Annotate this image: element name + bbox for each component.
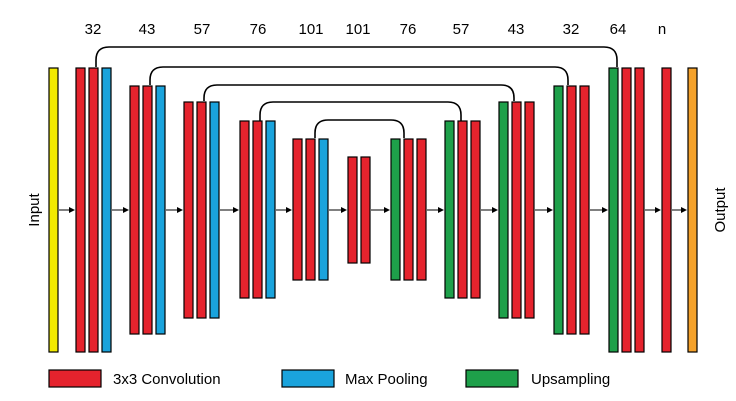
skip-connection-3 <box>203 84 515 101</box>
conv-layer <box>347 156 358 264</box>
encoder-block-4 <box>239 120 276 299</box>
channel-label-3: 57 <box>194 21 211 38</box>
encoder-block-1 <box>75 67 112 353</box>
pool-layer <box>318 138 329 281</box>
pool-layer <box>265 120 276 299</box>
conv-layer <box>129 85 140 335</box>
conv-layer <box>142 85 153 335</box>
decoder-block-5 <box>390 138 427 281</box>
encoder-block-2 <box>129 85 166 335</box>
skip-connections <box>95 46 618 138</box>
upsample-layer <box>498 101 509 319</box>
channel-label-2: 43 <box>139 21 156 38</box>
conv-layer <box>183 101 194 319</box>
decoder-block-2 <box>553 85 590 335</box>
upsample-layer <box>390 138 401 281</box>
channel-labels: 32 43 57 76 101 101 76 57 43 32 64 n <box>85 21 667 38</box>
upsample-layer <box>608 67 619 353</box>
skip-connection-4 <box>259 101 462 121</box>
conv-layer <box>566 85 577 335</box>
legend-label-conv: 3x3 Convolution <box>113 371 221 388</box>
conv-layer <box>239 120 250 299</box>
input-label: Input <box>26 192 43 226</box>
pool-layer <box>155 85 166 335</box>
conv-layer <box>621 67 632 353</box>
channel-label-12: n <box>658 21 666 38</box>
legend-label-upsample: Upsampling <box>531 371 610 388</box>
conv-layer <box>416 138 427 281</box>
channel-label-8: 57 <box>453 21 470 38</box>
input-bar <box>48 67 59 353</box>
channel-label-1: 32 <box>85 21 102 38</box>
channel-label-7: 76 <box>400 21 417 38</box>
conv-layer <box>511 101 522 319</box>
legend-swatch-conv <box>48 369 102 388</box>
conv-layer <box>88 67 99 353</box>
conv-layer <box>403 138 414 281</box>
channel-label-11: 64 <box>610 21 627 38</box>
encoder-block-5 <box>292 138 329 281</box>
channel-label-5: 101 <box>298 21 323 38</box>
conv-layer <box>75 67 86 353</box>
pool-layer <box>101 67 112 353</box>
legend: 3x3 Convolution Max Pooling Upsampling <box>48 369 610 388</box>
conv-layer <box>360 156 371 264</box>
conv-layer <box>634 67 645 353</box>
conv-layer <box>457 120 468 299</box>
upsample-layer <box>553 85 564 335</box>
channel-label-9: 43 <box>508 21 525 38</box>
channel-label-10: 32 <box>563 21 580 38</box>
legend-swatch-pool <box>281 369 335 388</box>
output-bar <box>687 67 698 353</box>
upsample-layer <box>444 120 455 299</box>
output-label: Output <box>712 187 729 233</box>
conv-layer <box>579 85 590 335</box>
conv-layer <box>292 138 303 281</box>
legend-swatch-upsample <box>465 369 519 388</box>
channel-label-4: 76 <box>250 21 267 38</box>
decoder-block-4 <box>444 120 481 299</box>
decoder-block-3 <box>498 101 535 319</box>
skip-connection-1 <box>95 46 618 67</box>
pool-layer <box>209 101 220 319</box>
conv-layer <box>524 101 535 319</box>
legend-label-pool: Max Pooling <box>345 371 428 388</box>
conv-layer <box>470 120 481 299</box>
decoder-block-1 <box>608 67 645 353</box>
conv-layer <box>252 120 263 299</box>
conv-layer <box>305 138 316 281</box>
bottleneck-block <box>347 156 371 264</box>
channel-label-6: 101 <box>345 21 370 38</box>
skip-connection-2 <box>149 66 569 85</box>
skip-connection-5 <box>314 119 405 138</box>
final-conv-layer <box>661 67 672 353</box>
encoder-block-3 <box>183 101 220 319</box>
conv-layer <box>196 101 207 319</box>
